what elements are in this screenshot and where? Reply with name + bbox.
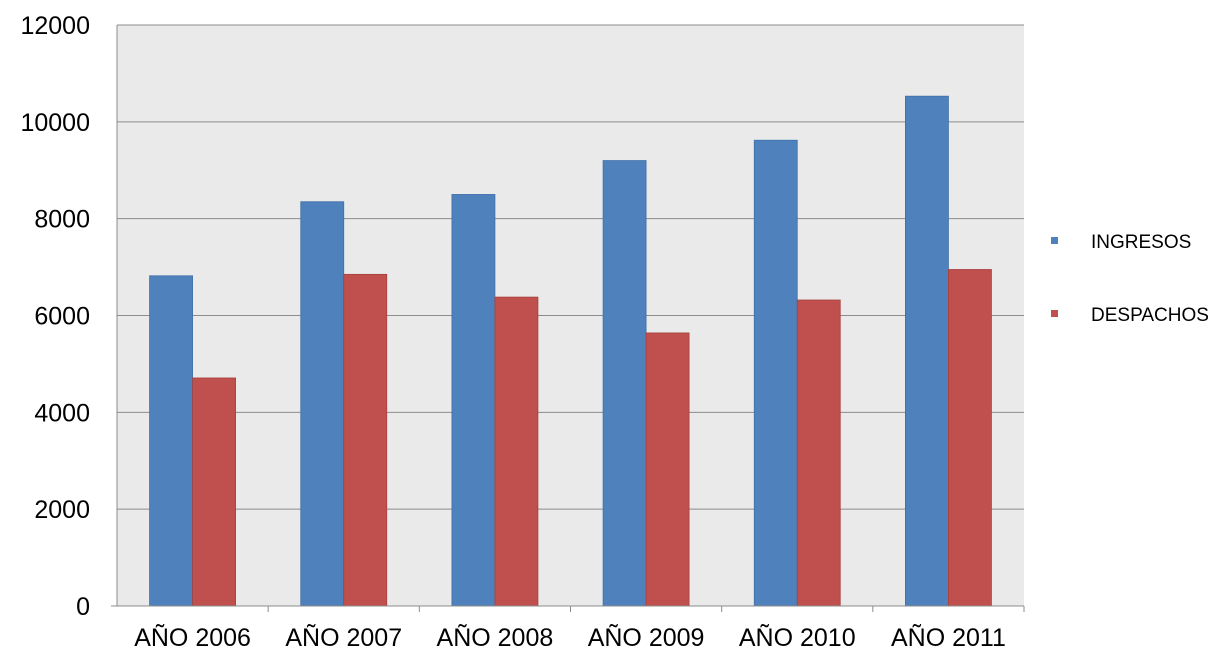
bar-despachos-5	[948, 269, 992, 607]
y-tick-label: 0	[76, 593, 90, 621]
y-tick-label: 8000	[34, 206, 90, 234]
y-tick-label: 4000	[34, 399, 90, 427]
legend-label: DESPACHOS	[1091, 305, 1209, 326]
x-tick-label: AÑO 2007	[285, 623, 402, 652]
x-tick-label: AÑO 2010	[739, 623, 856, 652]
bar-ingresos-2	[451, 194, 496, 607]
x-tick-label: AÑO 2006	[134, 623, 251, 652]
y-tick-label: 12000	[20, 12, 90, 40]
bar-ingresos-3	[602, 160, 647, 607]
x-tick-label: AÑO 2009	[588, 623, 705, 652]
y-tick-label: 2000	[34, 496, 90, 524]
bar-ingresos-4	[753, 139, 798, 607]
bars	[149, 95, 992, 607]
y-axis-ticks: 0 2000 4000 6000 8000 10000 12000	[20, 12, 90, 621]
x-tick-label: AÑO 2008	[437, 623, 554, 652]
legend: INGRESOS DESPACHOS	[1051, 232, 1209, 326]
bar-ingresos-1	[300, 201, 345, 607]
legend-swatch	[1051, 310, 1058, 317]
bar-despachos-0	[192, 377, 236, 607]
gridlines	[117, 24, 1024, 510]
x-tick-label: AÑO 2011	[891, 623, 1006, 652]
x-axis	[111, 25, 1025, 612]
bar-despachos-1	[343, 273, 388, 607]
bar-despachos-2	[494, 296, 539, 607]
legend-label: INGRESOS	[1091, 232, 1191, 253]
y-tick-label: 6000	[34, 303, 90, 331]
bar-despachos-3	[645, 332, 690, 607]
legend-swatch	[1051, 237, 1058, 244]
bar-despachos-4	[796, 299, 841, 607]
bar-ingresos-0	[149, 275, 193, 607]
x-axis-ticks: AÑO 2006 AÑO 2007 AÑO 2008 AÑO 2009 AÑO 2010…	[134, 623, 1006, 652]
y-tick-label: 10000	[20, 109, 90, 137]
bar-ingresos-5	[905, 95, 949, 607]
